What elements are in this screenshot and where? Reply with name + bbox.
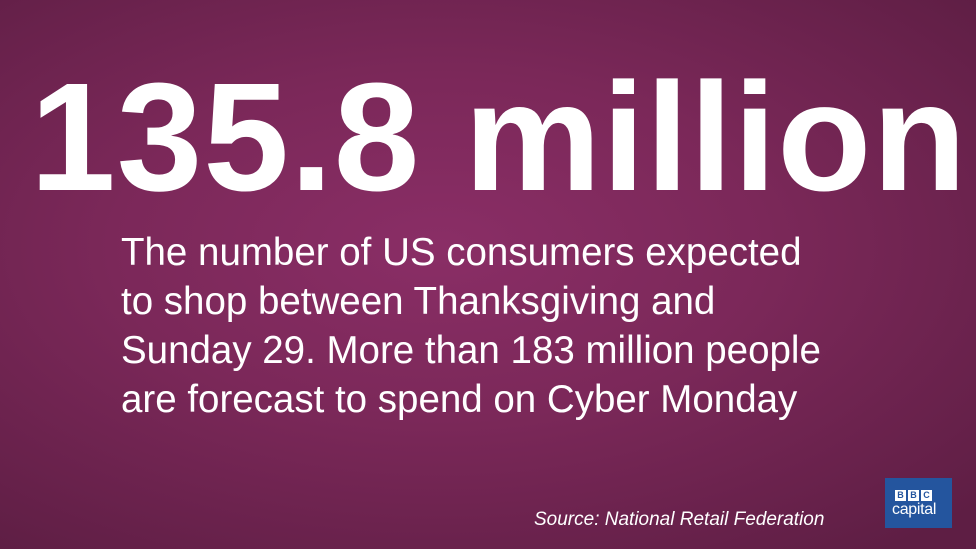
logo-wordmark: capital [892, 501, 937, 518]
description-line: are forecast to spend on Cyber Monday [121, 378, 798, 421]
description-line: to shop between Thanksgiving and [121, 280, 716, 323]
statistic-description: The number of US consumers expected to s… [121, 228, 931, 424]
source-credit: Source: National Retail Federation [534, 509, 825, 530]
headline-statistic: 135.8 million [30, 51, 968, 223]
logo-letter-block: B [908, 490, 919, 501]
bbc-capital-logo: B B C capital [885, 478, 952, 528]
logo-letter-block: C [921, 490, 932, 501]
logo-letter-blocks: B B C [895, 490, 932, 501]
logo-letter-block: B [895, 490, 906, 501]
description-line: Sunday 29. More than 183 million people [121, 329, 821, 372]
description-line: The number of US consumers expected [121, 231, 802, 274]
